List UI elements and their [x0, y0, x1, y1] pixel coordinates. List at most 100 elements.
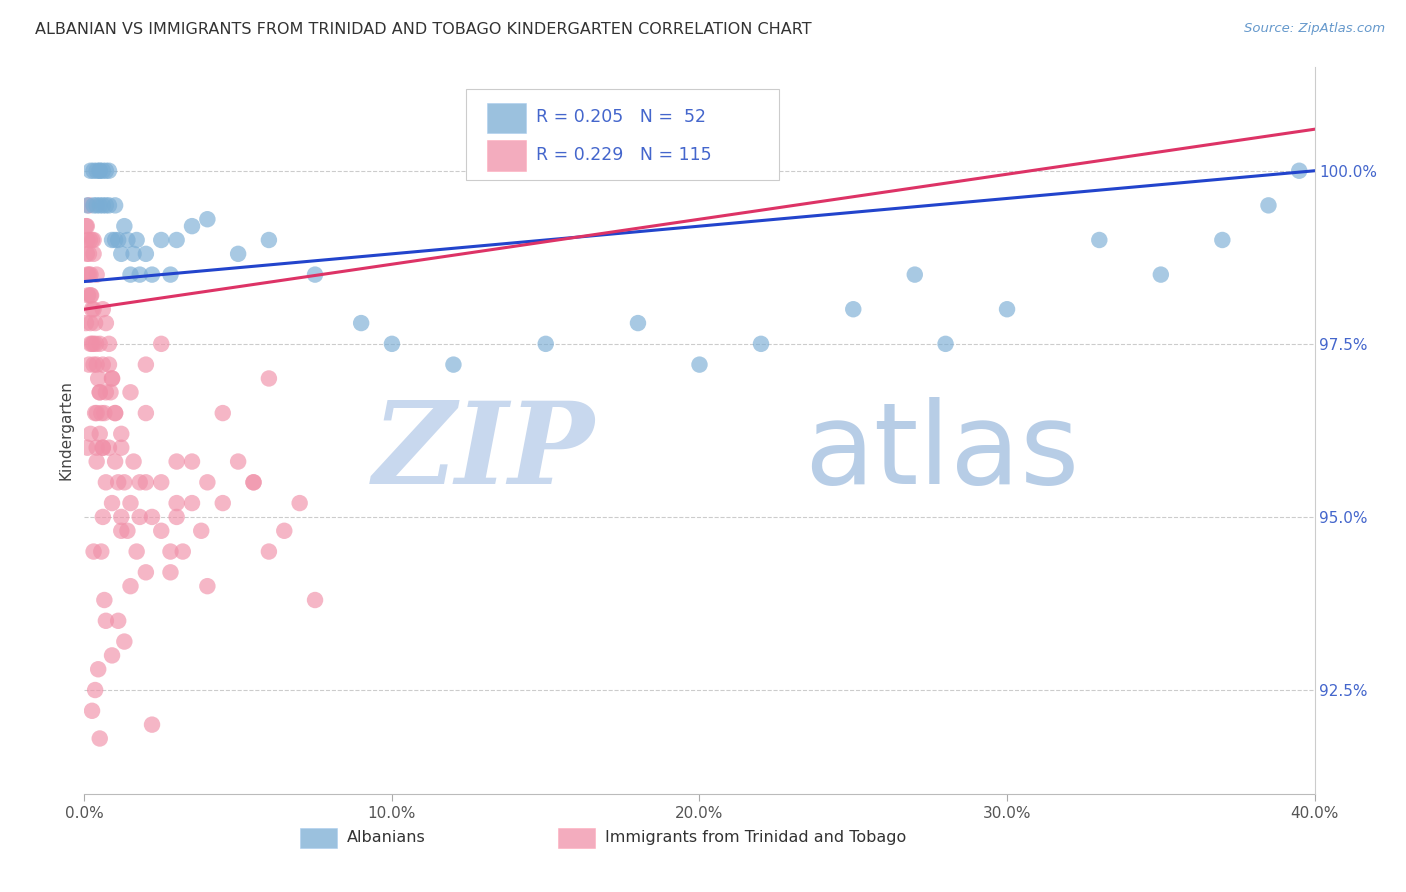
Point — [211, 406, 233, 420]
Point — [75, 316, 97, 330]
Point — [1211, 233, 1233, 247]
Point — [98, 336, 120, 351]
Point — [257, 233, 280, 247]
Point — [304, 593, 326, 607]
Point — [128, 475, 150, 490]
Point — [112, 475, 135, 490]
Point — [101, 496, 124, 510]
Point — [80, 336, 103, 351]
Point — [120, 268, 142, 282]
Point — [117, 233, 139, 247]
Point — [79, 233, 101, 247]
Point — [110, 524, 132, 538]
Point — [627, 316, 650, 330]
Point — [91, 441, 114, 455]
Point — [86, 163, 108, 178]
Text: R = 0.229   N = 115: R = 0.229 N = 115 — [536, 146, 711, 164]
Point — [135, 406, 157, 420]
Point — [79, 336, 101, 351]
Point — [104, 406, 127, 420]
Point — [94, 614, 117, 628]
Point — [90, 406, 112, 420]
Point — [76, 233, 98, 247]
Text: R = 0.205   N =  52: R = 0.205 N = 52 — [536, 108, 706, 126]
Point — [90, 544, 112, 558]
Point — [120, 579, 142, 593]
Point — [89, 426, 111, 441]
Point — [534, 336, 557, 351]
Point — [749, 336, 772, 351]
Point — [181, 454, 204, 468]
Point — [166, 233, 188, 247]
Point — [257, 371, 280, 385]
Point — [89, 163, 111, 178]
Point — [141, 717, 163, 731]
Point — [76, 219, 98, 234]
Point — [150, 524, 173, 538]
Text: ZIP: ZIP — [373, 397, 595, 508]
Point — [112, 219, 135, 234]
Point — [242, 475, 264, 490]
Point — [84, 683, 107, 698]
Point — [98, 441, 120, 455]
Point — [86, 198, 108, 212]
Point — [84, 406, 107, 420]
Point — [122, 247, 145, 261]
Point — [79, 268, 101, 282]
Point — [100, 385, 122, 400]
Point — [150, 475, 173, 490]
Point — [135, 566, 157, 580]
Point — [80, 704, 103, 718]
Point — [77, 288, 100, 302]
Point — [89, 385, 111, 400]
Point — [181, 219, 204, 234]
Point — [86, 268, 108, 282]
Point — [125, 544, 148, 558]
Point — [197, 475, 219, 490]
FancyBboxPatch shape — [299, 828, 336, 848]
Point — [190, 524, 212, 538]
Point — [107, 233, 129, 247]
Point — [75, 219, 97, 234]
Point — [166, 510, 188, 524]
Point — [84, 316, 107, 330]
Point — [98, 163, 120, 178]
Point — [77, 247, 100, 261]
Point — [135, 358, 157, 372]
Point — [101, 233, 124, 247]
Point — [443, 358, 465, 372]
Point — [91, 510, 114, 524]
Point — [120, 496, 142, 510]
Point — [935, 336, 957, 351]
Point — [141, 510, 163, 524]
Point — [107, 475, 129, 490]
Point — [135, 247, 157, 261]
Point — [197, 579, 219, 593]
FancyBboxPatch shape — [486, 140, 526, 171]
Point — [93, 406, 115, 420]
Point — [83, 302, 105, 317]
Point — [91, 441, 114, 455]
Y-axis label: Kindergarten: Kindergarten — [58, 381, 73, 480]
Point — [84, 336, 107, 351]
Point — [150, 336, 173, 351]
Point — [77, 358, 100, 372]
Point — [79, 316, 101, 330]
FancyBboxPatch shape — [486, 103, 526, 133]
Point — [120, 385, 142, 400]
Point — [128, 510, 150, 524]
Point — [166, 496, 188, 510]
Point — [94, 475, 117, 490]
Point — [117, 524, 139, 538]
Point — [288, 496, 311, 510]
Point — [110, 247, 132, 261]
Point — [89, 336, 111, 351]
Point — [350, 316, 373, 330]
Point — [159, 566, 181, 580]
Point — [86, 406, 108, 420]
Point — [125, 233, 148, 247]
Point — [128, 268, 150, 282]
Point — [211, 496, 233, 510]
Point — [89, 198, 111, 212]
Point — [104, 233, 127, 247]
